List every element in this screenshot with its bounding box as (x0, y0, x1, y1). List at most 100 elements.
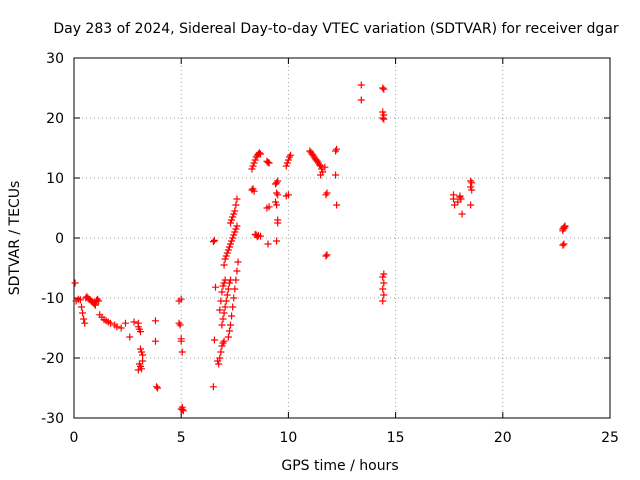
data-point (379, 108, 387, 116)
data-point (380, 279, 388, 287)
data-point (215, 360, 223, 368)
data-point (379, 285, 387, 293)
data-point (274, 191, 282, 199)
data-point (467, 201, 475, 209)
data-point (559, 241, 567, 249)
data-point (78, 303, 86, 311)
data-point (223, 249, 231, 257)
data-point (217, 348, 225, 356)
data-point (222, 252, 230, 260)
data-point (468, 186, 476, 194)
data-point (227, 240, 235, 248)
data-point (322, 252, 330, 260)
data-point (264, 240, 272, 248)
data-point (379, 114, 387, 122)
y-tick-label: 30 (46, 51, 64, 67)
data-point (380, 291, 388, 299)
data-point (224, 285, 232, 293)
data-point (151, 317, 159, 325)
data-point (284, 156, 292, 164)
data-point (224, 246, 232, 254)
y-tick-label: -20 (41, 351, 64, 367)
data-point (216, 354, 224, 362)
data-point (231, 228, 239, 236)
data-point (456, 192, 464, 200)
data-point (255, 149, 263, 157)
data-point (265, 159, 273, 167)
data-point (233, 195, 241, 203)
data-point (315, 161, 323, 169)
data-point (227, 321, 235, 329)
data-point (380, 270, 388, 278)
data-point (153, 383, 161, 391)
data-point (106, 319, 114, 327)
data-point (332, 171, 340, 179)
data-point (249, 162, 257, 170)
x-tick-label: 15 (387, 430, 405, 446)
data-point (91, 301, 99, 309)
data-point (322, 191, 330, 199)
data-point (229, 234, 237, 242)
data-point (221, 255, 229, 263)
data-point (95, 297, 103, 305)
data-point (265, 203, 273, 211)
data-point (321, 163, 329, 171)
data-point (126, 333, 134, 341)
data-point (273, 179, 281, 187)
data-point (209, 383, 217, 391)
data-point (227, 219, 235, 227)
data-point (357, 81, 365, 89)
data-point (248, 165, 256, 173)
data-point (317, 171, 325, 179)
data-point (179, 407, 187, 415)
data-point (216, 306, 224, 314)
grid (74, 58, 610, 418)
data-point (210, 336, 218, 344)
data-point (113, 323, 121, 331)
data-point (232, 225, 240, 233)
data-point (209, 238, 217, 246)
data-point (222, 297, 230, 305)
data-point (273, 189, 281, 197)
data-point (449, 195, 457, 203)
data-point (80, 315, 88, 323)
chart-title: Day 283 of 2024, Sidereal Day-to-day VTE… (53, 21, 619, 37)
data-point (561, 223, 569, 231)
data-point (177, 337, 185, 345)
data-point (224, 333, 232, 341)
data-point (230, 210, 238, 218)
data-point (273, 237, 281, 245)
data-point (178, 406, 186, 414)
data-point (467, 177, 475, 185)
data-point (287, 151, 295, 159)
data-point (232, 201, 240, 209)
data-point (231, 285, 239, 293)
data-point (379, 297, 387, 305)
data-point (228, 216, 236, 224)
x-axis-label: GPS time / hours (281, 458, 398, 474)
data-point (379, 273, 387, 281)
data-point (380, 85, 388, 93)
data-point (219, 315, 227, 323)
data-point (229, 303, 237, 311)
data-point (90, 300, 98, 308)
data-point (221, 303, 229, 311)
data-point (232, 276, 240, 284)
data-point (178, 348, 186, 356)
data-point (71, 279, 79, 287)
data-point (220, 261, 228, 269)
data-point (228, 312, 236, 320)
y-axis-label: SDTVAR / TECUs (7, 181, 23, 296)
data-point (225, 243, 233, 251)
data-point (218, 321, 226, 329)
x-tick-label: 20 (494, 430, 512, 446)
data-point (451, 201, 459, 209)
data-point (380, 115, 388, 123)
data-point (154, 384, 162, 392)
data-point (251, 156, 259, 164)
data-point (323, 189, 331, 197)
data-point (233, 267, 241, 275)
data-point (177, 295, 185, 303)
x-tick-label: 0 (70, 430, 79, 446)
data-point (273, 201, 281, 209)
